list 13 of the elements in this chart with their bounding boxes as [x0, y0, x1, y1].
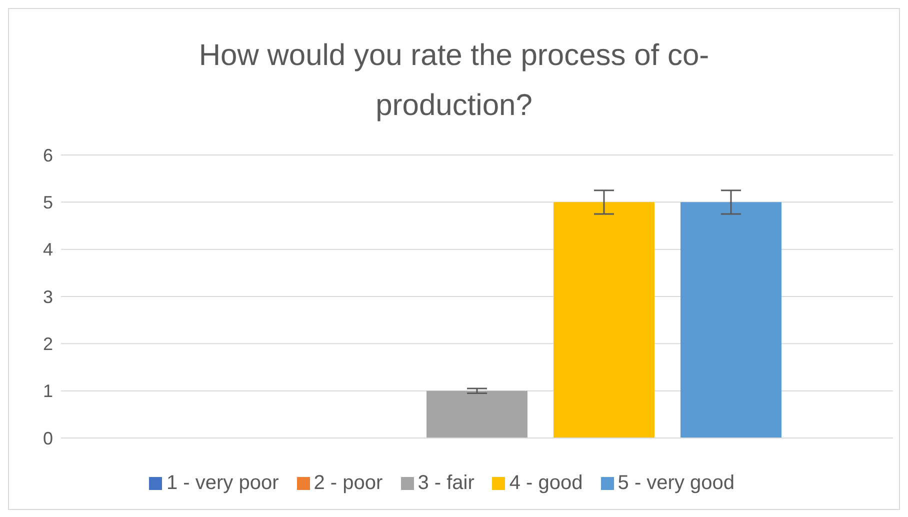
legend-label: 4 - good	[509, 472, 583, 494]
y-tick-label: 3	[42, 286, 53, 307]
y-tick-label: 0	[42, 428, 53, 448]
y-tick-label: 5	[42, 192, 53, 213]
legend-label: 3 - fair	[418, 472, 474, 494]
y-tick-label: 4	[42, 240, 53, 260]
y-tick-label: 1	[42, 381, 53, 402]
y-tick-label: 6	[42, 145, 53, 166]
y-tick-label: 2	[42, 334, 53, 354]
legend-label: 1 - very poor	[166, 472, 279, 494]
legend-label: 2 - poor	[314, 472, 383, 494]
legend-label: 5 - very good	[618, 472, 734, 494]
chart-title: How would you rate the process of co-production?	[198, 38, 710, 124]
